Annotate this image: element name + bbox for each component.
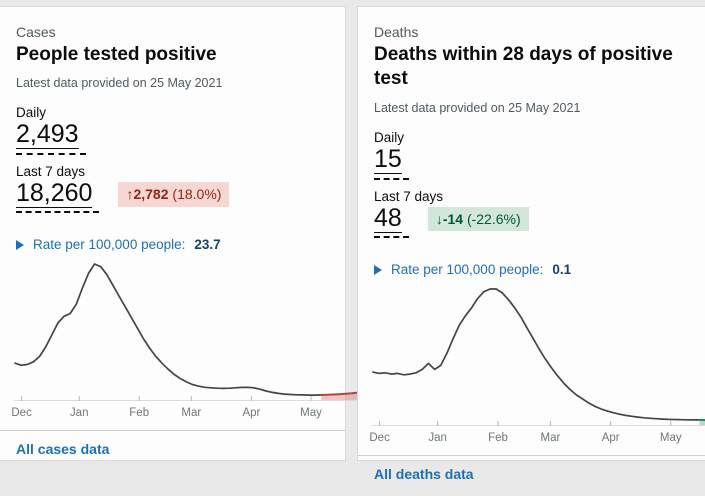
daily-value: 15	[374, 146, 409, 180]
svg-text:Dec: Dec	[11, 407, 32, 419]
rate-value: 23.7	[194, 237, 220, 252]
daily-value: 2,493	[16, 121, 86, 155]
svg-text:Dec: Dec	[369, 432, 390, 444]
card-eyebrow: Deaths	[374, 24, 689, 41]
change-badge: ↓-14 (-22.6%)	[428, 207, 529, 232]
cases-card: Cases People tested positive Latest data…	[0, 6, 346, 461]
cases-card-body: Cases People tested positive Latest data…	[0, 7, 345, 252]
week-label: Last 7 days	[16, 164, 329, 179]
expander-triangle-icon	[374, 265, 382, 275]
rate-value: 0.1	[552, 262, 571, 277]
svg-text:Apr: Apr	[602, 432, 620, 444]
week-stat-row: 18,260 ↑2,782 (18.0%)	[16, 180, 329, 223]
change-value: -14	[443, 211, 463, 227]
svg-text:Mar: Mar	[181, 407, 201, 419]
rate-label: Rate per 100,000 people:	[33, 237, 185, 252]
deaths-card-body: Deaths Deaths within 28 days of positive…	[358, 7, 705, 277]
svg-text:Feb: Feb	[129, 407, 149, 419]
all-cases-data-link[interactable]: All cases data	[16, 441, 109, 457]
deaths-card-footer: All deaths data	[358, 455, 705, 496]
svg-text:Feb: Feb	[488, 432, 508, 444]
rate-expander[interactable]: Rate per 100,000 people: 23.7	[16, 237, 329, 252]
week-value: 18,260	[16, 180, 99, 214]
svg-text:Apr: Apr	[242, 407, 260, 419]
cases-card-footer: All cases data	[0, 430, 345, 471]
week-label: Last 7 days	[374, 189, 689, 204]
daily-label: Daily	[374, 130, 689, 145]
svg-text:Jan: Jan	[70, 407, 89, 419]
card-eyebrow: Cases	[16, 24, 329, 41]
trend-line	[373, 289, 700, 420]
trend-line	[15, 264, 321, 395]
change-percent: (-22.6%)	[467, 211, 521, 227]
all-deaths-data-link[interactable]: All deaths data	[374, 466, 474, 482]
card-title: Deaths within 28 days of positive test	[374, 43, 689, 92]
change-percent: (18.0%)	[172, 186, 221, 202]
svg-text:Jan: Jan	[428, 432, 447, 444]
trend-chart-svg: Dec Jan Feb Mar Apr May	[372, 277, 705, 447]
card-title: People tested positive	[16, 43, 329, 68]
change-value: 2,782	[133, 186, 168, 202]
latest-data-caption: Latest data provided on 25 May 2021	[16, 76, 329, 90]
deaths-trend-chart: Dec Jan Feb Mar Apr May	[358, 277, 705, 447]
week-stat-row: 48 ↓-14 (-22.6%)	[374, 205, 689, 248]
latest-data-caption: Latest data provided on 25 May 2021	[374, 101, 689, 115]
svg-text:Mar: Mar	[540, 432, 560, 444]
down-arrow-icon: ↓	[436, 211, 443, 227]
svg-text:May: May	[660, 432, 682, 444]
rate-expander[interactable]: Rate per 100,000 people: 0.1	[374, 262, 689, 277]
trend-chart-svg: Dec Jan Feb Mar Apr May	[14, 252, 359, 422]
change-badge: ↑2,782 (18.0%)	[118, 182, 229, 207]
deaths-card: Deaths Deaths within 28 days of positive…	[357, 6, 705, 461]
svg-text:May: May	[300, 407, 322, 419]
expander-triangle-icon	[16, 240, 24, 250]
rate-label: Rate per 100,000 people:	[391, 262, 543, 277]
cases-trend-chart: Dec Jan Feb Mar Apr May	[0, 252, 345, 422]
daily-label: Daily	[16, 105, 329, 120]
week-value: 48	[374, 205, 409, 239]
